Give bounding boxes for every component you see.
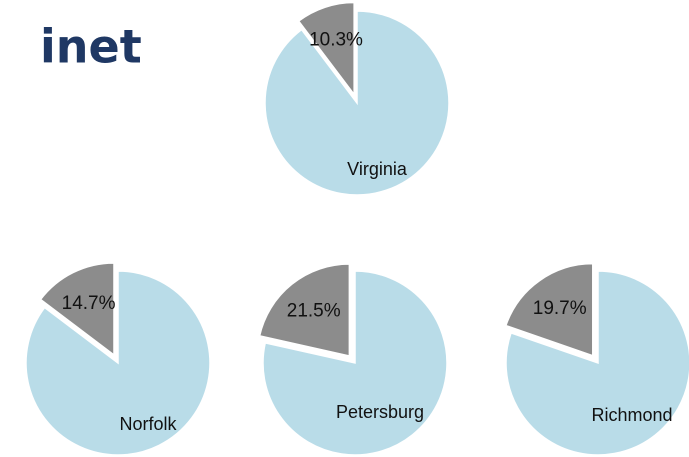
pie-slice [504, 262, 594, 357]
pie-slice [297, 1, 355, 97]
pie-chart: 14.7% Norfolk [25, 262, 211, 456]
pie-slice [39, 262, 115, 357]
value-label: 10.3% [309, 29, 363, 50]
value-label: 21.5% [287, 300, 341, 321]
slide-title: inet [40, 20, 142, 74]
pie-chart: 21.5% Petersburg [258, 263, 448, 456]
pie-title: Richmond [591, 405, 672, 425]
pie-slice [25, 270, 211, 456]
pie-chart: 19.7% Richmond [504, 262, 689, 456]
pie-slice [505, 270, 689, 456]
pie-slice [262, 270, 448, 456]
value-label: 19.7% [533, 298, 587, 319]
pie-slice [258, 263, 351, 357]
value-label: 14.7% [62, 293, 116, 314]
pie-title: Norfolk [119, 414, 177, 434]
pie-title: Petersburg [336, 402, 424, 422]
pie-chart: 10.3% Virginia [264, 1, 450, 196]
pie-title: Virginia [347, 159, 408, 179]
pie-slice [264, 10, 450, 196]
